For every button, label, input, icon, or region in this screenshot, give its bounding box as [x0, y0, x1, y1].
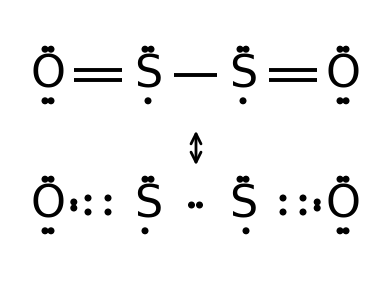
Circle shape — [42, 176, 48, 182]
Circle shape — [48, 98, 54, 104]
Circle shape — [337, 176, 343, 182]
Text: O: O — [31, 184, 65, 226]
Circle shape — [343, 228, 349, 234]
Text: S: S — [229, 184, 257, 226]
Circle shape — [237, 46, 243, 52]
Circle shape — [42, 228, 48, 234]
Text: O: O — [31, 54, 65, 97]
Text: S: S — [134, 184, 162, 226]
Text: O: O — [325, 54, 361, 97]
Circle shape — [142, 176, 148, 182]
Circle shape — [85, 209, 91, 215]
Circle shape — [42, 46, 48, 52]
Circle shape — [142, 46, 148, 52]
Text: O: O — [325, 184, 361, 226]
Circle shape — [337, 98, 343, 104]
Circle shape — [142, 228, 148, 234]
Circle shape — [71, 205, 76, 211]
Circle shape — [337, 228, 343, 234]
Circle shape — [48, 176, 54, 182]
Circle shape — [48, 46, 54, 52]
Text: S: S — [229, 54, 257, 97]
Circle shape — [243, 46, 249, 52]
Circle shape — [280, 209, 286, 215]
Circle shape — [343, 46, 349, 52]
Circle shape — [300, 209, 306, 215]
Circle shape — [314, 199, 320, 205]
Circle shape — [314, 205, 320, 211]
Circle shape — [48, 228, 54, 234]
Circle shape — [145, 98, 151, 104]
Circle shape — [280, 195, 286, 201]
Circle shape — [85, 195, 91, 201]
Circle shape — [71, 199, 76, 205]
Circle shape — [148, 46, 154, 52]
Text: S: S — [134, 54, 162, 97]
Circle shape — [343, 98, 349, 104]
Circle shape — [42, 98, 48, 104]
Circle shape — [148, 176, 154, 182]
Circle shape — [105, 195, 111, 201]
Circle shape — [243, 228, 249, 234]
Circle shape — [240, 98, 246, 104]
Circle shape — [300, 195, 306, 201]
Circle shape — [243, 176, 249, 182]
Circle shape — [105, 209, 111, 215]
Circle shape — [189, 202, 194, 208]
Circle shape — [343, 176, 349, 182]
Circle shape — [237, 176, 243, 182]
Circle shape — [337, 46, 343, 52]
Circle shape — [197, 202, 202, 208]
